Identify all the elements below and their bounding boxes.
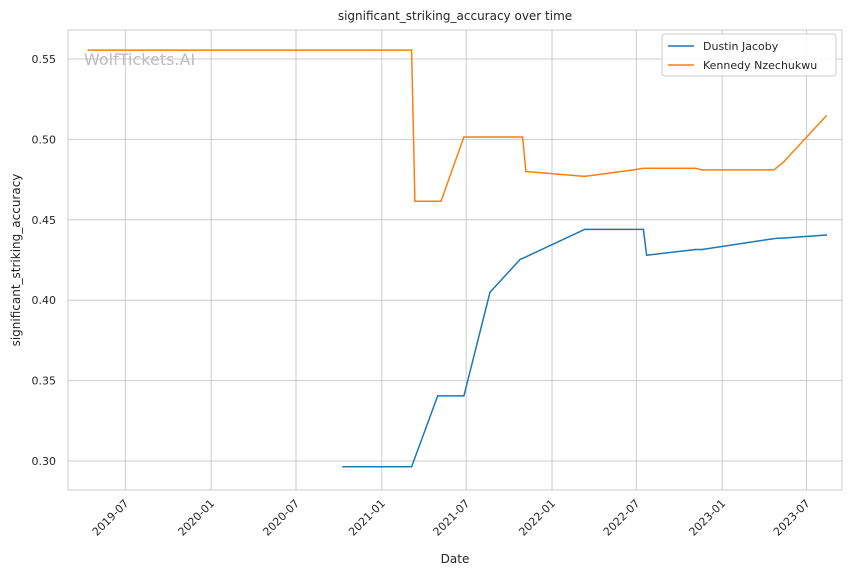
data-point-dustin-jacoby (694, 248, 697, 251)
data-point-dustin-jacoby (769, 238, 772, 240)
y-tick-label: 0.40 (32, 294, 57, 307)
data-point-dustin-jacoby (645, 254, 648, 256)
series-line-dustin-jacoby (342, 228, 827, 468)
chart-title: significant_striking_accuracy over time (338, 9, 572, 23)
y-axis-title: significant_striking_accuracy (9, 174, 23, 347)
data-point-dustin-jacoby (701, 248, 703, 251)
data-point-dustin-jacoby (583, 228, 586, 231)
data-point-dustin-jacoby (776, 237, 778, 240)
data-point-kennedy-nzechukwu (632, 169, 635, 171)
data-point-dustin-jacoby (642, 228, 645, 231)
legend-box (661, 33, 837, 77)
y-tick-label: 0.55 (32, 53, 57, 66)
x-axis-title: Date (441, 552, 470, 566)
data-point-dustin-jacoby (410, 465, 413, 468)
data-point-kennedy-nzechukwu (440, 200, 442, 203)
data-point-kennedy-nzechukwu (583, 175, 586, 178)
data-point-kennedy-nzechukwu (410, 49, 413, 51)
data-point-dustin-jacoby (779, 237, 782, 240)
data-point-kennedy-nzechukwu (414, 200, 416, 203)
data-point-dustin-jacoby (825, 234, 827, 236)
legend: Dustin Jacoby Kennedy Nzechukwu (661, 33, 837, 77)
data-point-dustin-jacoby (489, 291, 491, 293)
data-point-kennedy-nzechukwu (642, 167, 645, 170)
data-point-kennedy-nzechukwu (521, 136, 524, 138)
data-point-dustin-jacoby (342, 465, 344, 468)
data-point-kennedy-nzechukwu (773, 169, 775, 171)
y-axis: 0.30 0.35 0.40 0.45 0.50 0.55 (32, 53, 57, 468)
data-point-dustin-jacoby (521, 257, 524, 260)
data-point-kennedy-nzechukwu (463, 136, 465, 138)
data-point-kennedy-nzechukwu (701, 169, 703, 171)
watermark: WolfTickets.AI (84, 50, 195, 69)
data-point-kennedy-nzechukwu (694, 167, 697, 170)
gridlines (68, 30, 842, 490)
legend-label-dustin-jacoby: Dustin Jacoby (703, 40, 779, 53)
data-point-kennedy-nzechukwu (782, 161, 785, 163)
data-point-dustin-jacoby (463, 395, 465, 397)
data-point-kennedy-nzechukwu (525, 170, 527, 173)
data-point-kennedy-nzechukwu (87, 49, 90, 51)
y-tick-label: 0.30 (32, 455, 57, 468)
y-tick-label: 0.35 (32, 375, 57, 388)
plot-area (67, 29, 843, 491)
data-point-kennedy-nzechukwu (825, 115, 827, 117)
data-point-dustin-jacoby (519, 258, 522, 260)
legend-label-kennedy-nzechukwu: Kennedy Nzechukwu (703, 59, 817, 72)
data-point-dustin-jacoby (436, 395, 439, 397)
y-tick-label: 0.50 (32, 133, 57, 146)
y-tick-label: 0.45 (32, 214, 57, 227)
series-layer (87, 49, 828, 468)
